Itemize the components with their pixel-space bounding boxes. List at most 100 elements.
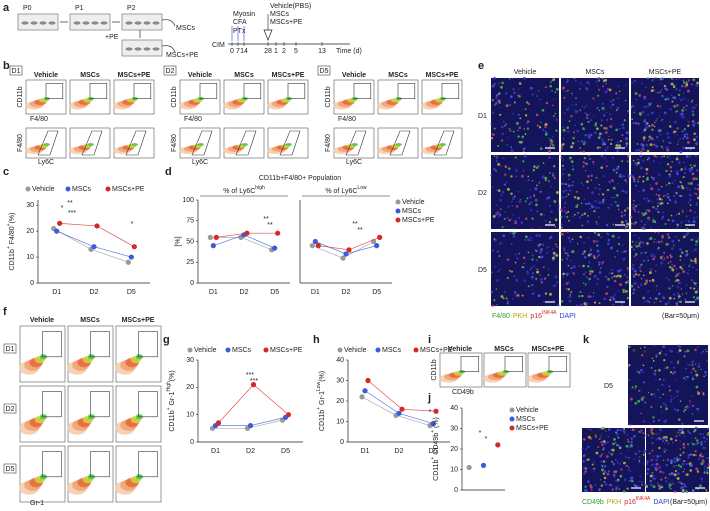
cell (672, 219, 675, 222)
cell (679, 255, 682, 258)
cell (552, 78, 556, 81)
column-label: MSCs+PE (532, 346, 565, 353)
cell (667, 262, 670, 264)
cell (635, 149, 638, 152)
cell (627, 449, 630, 451)
significance: ** (352, 221, 358, 228)
cell (615, 128, 618, 132)
cell (547, 196, 551, 200)
cell (676, 110, 679, 112)
cell (685, 154, 689, 158)
cell (634, 210, 637, 213)
legend-swatch (263, 347, 269, 353)
cell (661, 410, 663, 413)
cell (601, 107, 605, 110)
cell (566, 108, 570, 111)
cell (624, 179, 627, 182)
cell (596, 256, 599, 258)
cell (594, 200, 597, 203)
cell (584, 111, 587, 115)
cell (517, 135, 520, 138)
data-point (213, 234, 219, 240)
day-box (163, 65, 177, 76)
cell (677, 140, 679, 143)
cell (504, 291, 506, 293)
cell (645, 467, 647, 469)
group-label: MSCs+PE (118, 72, 151, 79)
cell (500, 165, 503, 168)
cell (674, 490, 677, 494)
cell (584, 283, 587, 286)
cell (610, 125, 613, 127)
cell (670, 170, 673, 173)
cell (692, 367, 695, 371)
cell (605, 292, 609, 296)
chart-subtitle-part: % of Ly6C (223, 188, 255, 195)
row-label: D1 (478, 113, 487, 120)
cell (633, 434, 637, 438)
cell (574, 195, 576, 198)
cell (652, 252, 654, 255)
density (87, 143, 95, 146)
cell (655, 288, 658, 291)
significance: ** (263, 216, 269, 223)
cell (621, 190, 623, 193)
cell (609, 117, 613, 121)
cell (561, 210, 563, 213)
cell (662, 147, 664, 150)
cell (692, 78, 696, 82)
cell (572, 136, 575, 140)
cell (620, 176, 623, 179)
cell (612, 473, 616, 477)
cell (533, 265, 536, 268)
x-tick-label: D2 (342, 289, 351, 296)
cell (639, 429, 642, 431)
cell (612, 462, 616, 466)
cell (539, 243, 542, 246)
cell (614, 477, 616, 479)
cell (654, 238, 656, 240)
cell (570, 145, 574, 149)
cell (490, 174, 493, 177)
cell (643, 381, 646, 384)
cell (672, 85, 676, 89)
cell (625, 131, 629, 135)
cell (681, 293, 684, 295)
cell (680, 98, 683, 102)
cell (547, 273, 550, 276)
cell (649, 296, 652, 300)
cell (661, 119, 664, 121)
cell (691, 364, 694, 367)
data-point (244, 230, 250, 236)
y-axis-label-part: Gr-1 (319, 391, 326, 407)
y-axis-label: CD11b+ CD49b+ (%) (430, 417, 440, 481)
cell (610, 196, 613, 199)
cell (631, 175, 634, 178)
cell (631, 267, 635, 270)
cell (498, 255, 501, 258)
legend-label: Vehicle (344, 347, 367, 354)
cell (697, 457, 701, 461)
cell (676, 104, 679, 107)
cell (619, 268, 623, 272)
cell (616, 149, 619, 152)
cell (634, 385, 637, 387)
cell (646, 197, 649, 200)
cell (496, 250, 500, 253)
stain-name: DAPI (653, 499, 669, 506)
cell (561, 226, 563, 229)
cell (563, 248, 566, 252)
cell (682, 211, 684, 213)
cell (506, 91, 508, 94)
cell (598, 109, 601, 112)
y-tick-label: 0 (190, 280, 194, 287)
cell (647, 113, 650, 116)
cell (654, 119, 658, 122)
cell (697, 121, 700, 125)
cell (565, 211, 568, 215)
cell (672, 483, 674, 485)
cell (606, 242, 610, 246)
cell (689, 403, 691, 405)
cell (668, 287, 671, 290)
day-label: 7 (236, 48, 240, 55)
